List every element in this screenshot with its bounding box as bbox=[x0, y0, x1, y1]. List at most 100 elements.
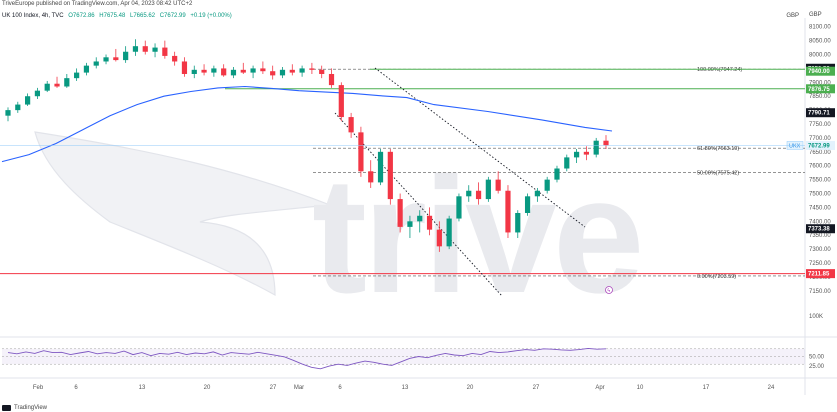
candle-body bbox=[309, 68, 315, 70]
fib-label: 0.00%(7203.59) bbox=[697, 274, 736, 280]
fib-label: 100.00%(7947.24) bbox=[697, 67, 742, 73]
event-lightning-icon bbox=[605, 286, 613, 294]
candle-body bbox=[83, 65, 90, 73]
candle-body bbox=[446, 218, 452, 247]
x-tick-label: 10 bbox=[637, 385, 644, 391]
candle-body bbox=[270, 71, 276, 76]
publisher-header: TriveEurope published on TradingView.com… bbox=[2, 1, 193, 7]
price-label-box bbox=[806, 224, 835, 234]
price-label-box bbox=[806, 66, 835, 76]
candle-body bbox=[103, 57, 109, 62]
x-tick-label: 13 bbox=[402, 385, 409, 391]
price-label-box bbox=[806, 108, 835, 118]
candle-body bbox=[240, 69, 246, 73]
candle-body bbox=[573, 151, 580, 158]
candle-body bbox=[113, 57, 119, 61]
y-tick-label: 7600.00 bbox=[809, 164, 831, 170]
candle-body bbox=[74, 72, 80, 79]
candle-body bbox=[44, 83, 50, 91]
low-value: L7665.62 bbox=[130, 13, 156, 19]
y-tick-label: 7450.00 bbox=[809, 205, 831, 211]
rsi-line bbox=[7, 347, 607, 370]
candle-body bbox=[338, 85, 344, 118]
price-label: 7790.71 bbox=[808, 111, 830, 117]
candle-body bbox=[515, 212, 521, 233]
candle-body bbox=[250, 68, 256, 73]
x-tick-label: 27 bbox=[533, 385, 540, 391]
y-tick-label: 7550.00 bbox=[809, 178, 831, 184]
y-tick-label: 7650.00 bbox=[809, 150, 831, 156]
high-value: H7675.48 bbox=[99, 13, 126, 19]
symbol-name: UK 100 Index, 4h, TVC bbox=[2, 13, 64, 19]
y-tick-label: 7900.00 bbox=[809, 80, 831, 86]
rsi-y-tick-label: 25.00 bbox=[809, 364, 825, 370]
y-tick-label: 7750.00 bbox=[809, 122, 831, 128]
fib-label: 61.80%(7663.19) bbox=[697, 146, 739, 152]
candle-body bbox=[328, 73, 335, 86]
candle-body bbox=[123, 51, 129, 61]
event-lightning-glyph: ϟ bbox=[607, 288, 610, 294]
y-tick-label: 7250.00 bbox=[809, 261, 831, 267]
currency-axis-label: GBP bbox=[809, 12, 822, 18]
candle-body bbox=[524, 196, 531, 213]
candle-body bbox=[544, 179, 550, 191]
candle-body bbox=[387, 151, 393, 200]
candle-body bbox=[593, 140, 599, 155]
y-tick-label: 8100.00 bbox=[809, 25, 831, 31]
candle-body bbox=[34, 90, 41, 97]
candle-body bbox=[260, 68, 266, 72]
close-value: C7672.99 bbox=[159, 13, 186, 19]
candle-body bbox=[397, 199, 403, 227]
y-tick-label: 7150.00 bbox=[809, 289, 831, 295]
footer-brand: TradingView bbox=[14, 405, 48, 411]
candle-body bbox=[142, 46, 148, 52]
candle-body bbox=[319, 69, 325, 74]
change-value: +0.19 (+0.00%) bbox=[190, 13, 232, 19]
volume-axis-label: 100K bbox=[809, 314, 823, 320]
candle-body bbox=[54, 83, 60, 87]
candle-body bbox=[407, 221, 413, 227]
candle-body bbox=[426, 215, 433, 230]
candle-body bbox=[377, 151, 384, 183]
candle-body bbox=[64, 78, 70, 87]
x-tick-label: 6 bbox=[338, 385, 342, 391]
y-tick-label: 7500.00 bbox=[809, 192, 831, 198]
candle-body bbox=[505, 190, 511, 233]
moving-average-line bbox=[1, 85, 613, 163]
x-tick-label: Apr bbox=[595, 385, 604, 391]
candle-body bbox=[221, 68, 227, 76]
footer: TradingView bbox=[2, 405, 47, 411]
candle-body bbox=[603, 140, 609, 146]
x-tick-label: 20 bbox=[467, 385, 474, 391]
candle-body bbox=[162, 47, 168, 56]
x-tick-label: 6 bbox=[74, 385, 78, 391]
x-tick-label: 13 bbox=[139, 385, 146, 391]
price-label: 7672.99 bbox=[808, 143, 830, 149]
candle-body bbox=[368, 171, 374, 183]
candle-body bbox=[230, 69, 237, 76]
candle-body bbox=[5, 110, 11, 116]
y-tick-label: 8050.00 bbox=[809, 39, 831, 45]
candle-body bbox=[279, 69, 286, 76]
price-label-box bbox=[806, 140, 835, 150]
candle-body bbox=[554, 168, 560, 180]
channel-lower-line bbox=[334, 112, 503, 297]
fib-label: 50.00%(7575.42) bbox=[697, 171, 739, 177]
candle-body bbox=[132, 46, 139, 52]
candle-body bbox=[466, 190, 472, 197]
candle-body bbox=[299, 68, 305, 73]
x-tick-label: Mar bbox=[294, 385, 304, 391]
candle-body bbox=[152, 47, 158, 52]
candle-body bbox=[436, 229, 442, 247]
open-value: O7672.86 bbox=[68, 13, 95, 19]
candle-body bbox=[564, 157, 570, 169]
x-tick-label: 20 bbox=[204, 385, 211, 391]
x-tick-label: Feb bbox=[33, 385, 44, 391]
candle-body bbox=[201, 69, 207, 73]
x-tick-label: 17 bbox=[703, 385, 710, 391]
x-tick-label: 24 bbox=[768, 385, 775, 391]
candle-body bbox=[475, 190, 482, 200]
candle-body bbox=[534, 190, 540, 197]
y-tick-label: 7850.00 bbox=[809, 94, 831, 100]
